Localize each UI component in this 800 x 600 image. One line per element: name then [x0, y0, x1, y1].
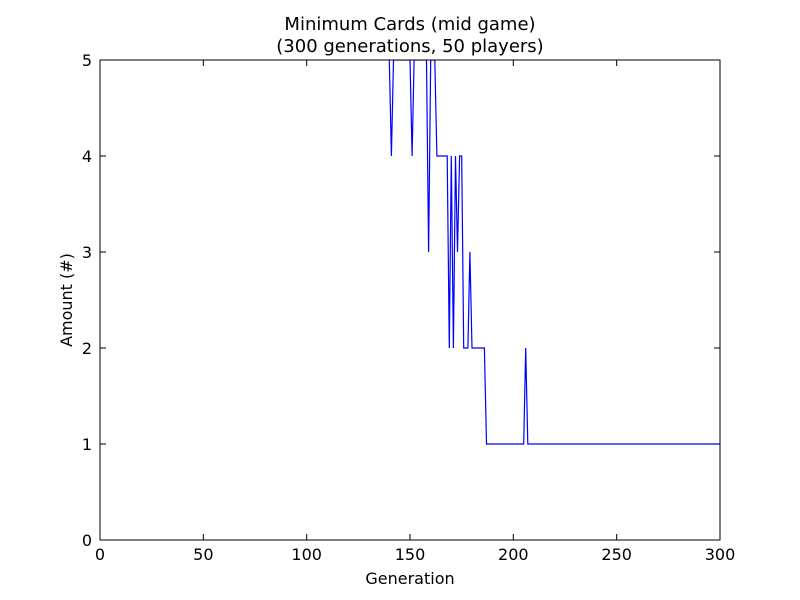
y-tick-label: 3 — [82, 243, 92, 262]
plot-frame — [99, 59, 721, 541]
y-tick-label: 5 — [82, 51, 92, 70]
x-tick-label: 0 — [95, 545, 105, 564]
x-axis-label: Generation — [365, 569, 454, 588]
y-tick-label: 1 — [82, 435, 92, 454]
axis-ticks: 0 50 100 150 200 250 300 0 1 2 3 4 5 — [82, 51, 735, 564]
x-tick-label: 150 — [395, 545, 426, 564]
y-tick-label: 0 — [82, 531, 92, 550]
y-tick-label: 4 — [82, 147, 92, 166]
x-tick-label: 200 — [498, 545, 529, 564]
x-tick-label: 300 — [705, 545, 736, 564]
x-tick-label: 250 — [601, 545, 632, 564]
x-tick-label: 50 — [193, 545, 213, 564]
x-tick-label: 100 — [291, 545, 322, 564]
y-tick-label: 2 — [82, 339, 92, 358]
series-line — [388, 60, 720, 445]
chart-subtitle: (300 generations, 50 players) — [276, 36, 543, 57]
y-axis-label: Amount (#) — [57, 253, 76, 347]
series-layer — [388, 60, 720, 445]
chart-title: Minimum Cards (mid game) — [284, 14, 535, 35]
